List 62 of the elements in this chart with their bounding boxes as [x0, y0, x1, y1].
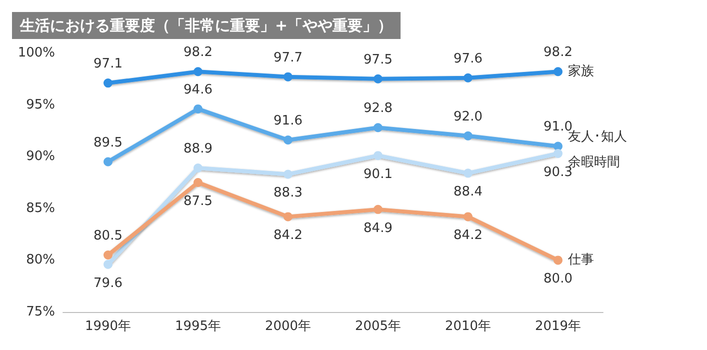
y-tick-label: 100% — [18, 46, 55, 60]
point — [194, 178, 202, 187]
point — [374, 123, 382, 132]
data-label: 79.6 — [94, 276, 122, 291]
data-label: 84.2 — [274, 228, 302, 244]
data-label: 90.3 — [544, 164, 572, 180]
data-label: 92.0 — [454, 109, 482, 124]
data-label: 97.1 — [94, 56, 122, 72]
point — [464, 212, 472, 222]
data-label: 80.0 — [544, 272, 572, 287]
data-label: 98.2 — [184, 45, 212, 60]
point — [284, 136, 292, 145]
point — [284, 170, 292, 179]
point — [284, 212, 292, 222]
point — [464, 168, 472, 178]
data-label: 88.3 — [274, 186, 302, 201]
x-tick-label: 2005年 — [354, 319, 402, 334]
point — [374, 74, 382, 84]
x-tick-label: 2000年 — [264, 319, 312, 334]
data-label: 94.6 — [184, 82, 212, 98]
data-label: 97.7 — [274, 50, 302, 66]
data-label: 84.2 — [454, 228, 482, 244]
x-tick-label: 2019年 — [534, 319, 582, 334]
data-label: 80.5 — [94, 228, 122, 244]
point — [104, 260, 112, 269]
data-label: 91.6 — [274, 114, 302, 129]
point — [374, 151, 382, 160]
x-tick-label: 1990年 — [84, 319, 132, 334]
point — [464, 73, 472, 82]
y-tick-label: 90% — [26, 149, 55, 164]
point — [464, 131, 472, 140]
series-label: 仕事 — [567, 252, 594, 268]
x-tick-label: 1995年 — [174, 319, 222, 334]
chart-title: 生活における重要度（「非常に重要」+「やや重要」） — [19, 16, 393, 34]
data-label: 89.5 — [94, 135, 122, 150]
y-tick-label: 95% — [26, 97, 55, 112]
point — [194, 164, 202, 172]
data-label: 92.8 — [364, 101, 392, 116]
series-label: 家族 — [568, 63, 594, 80]
data-label: 88.9 — [184, 141, 212, 156]
point — [554, 256, 562, 265]
data-label: 87.5 — [184, 194, 212, 209]
x-tick-label: 2010年 — [444, 319, 492, 334]
point — [554, 67, 562, 76]
point — [104, 250, 112, 260]
data-label: 97.6 — [454, 51, 482, 66]
point — [104, 157, 112, 166]
data-label: 84.9 — [364, 220, 392, 236]
series-label: 友人･知人 — [568, 130, 627, 145]
data-label: 97.5 — [364, 52, 392, 68]
point — [194, 67, 202, 76]
point — [554, 148, 562, 158]
data-label: 98.2 — [544, 45, 572, 60]
data-label: 90.1 — [364, 167, 392, 182]
y-tick-label: 75% — [26, 304, 55, 320]
y-tick-label: 85% — [26, 200, 55, 216]
point — [374, 204, 382, 214]
point — [284, 72, 292, 82]
y-tick-label: 80% — [26, 252, 55, 268]
point — [194, 104, 202, 114]
data-label: 88.4 — [454, 184, 482, 200]
point — [104, 78, 112, 88]
